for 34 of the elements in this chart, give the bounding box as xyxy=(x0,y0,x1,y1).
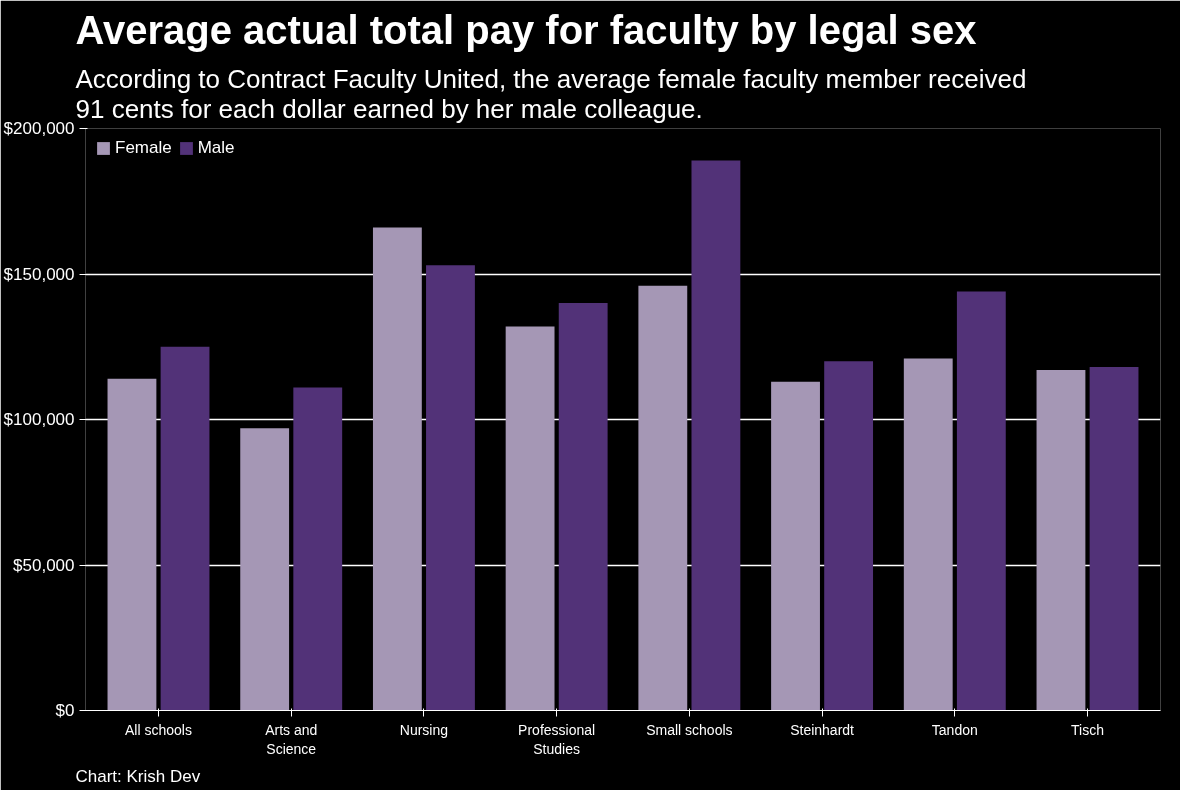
bar xyxy=(505,326,555,711)
bar xyxy=(1036,370,1086,711)
y-tick-label: $100,000 xyxy=(3,410,75,429)
y-tick-label: $150,000 xyxy=(3,264,75,284)
bar xyxy=(558,303,608,711)
bar xyxy=(160,346,210,711)
legend-label: Male xyxy=(197,138,235,158)
x-tick-label: Tandon xyxy=(931,721,978,738)
bar xyxy=(956,291,1006,711)
bar xyxy=(771,381,820,711)
x-tick-label: All schools xyxy=(125,721,192,738)
bar xyxy=(293,387,343,711)
bar xyxy=(107,378,157,711)
bar xyxy=(903,358,953,711)
x-tick-label: Small schools xyxy=(646,721,733,738)
bar xyxy=(691,160,741,711)
bar xyxy=(372,227,422,711)
y-tick-label: $0 xyxy=(55,701,75,720)
x-tick-label: Steinhardt xyxy=(790,721,855,738)
bar xyxy=(240,428,290,711)
x-tick-label: Nursing xyxy=(399,721,449,738)
bar xyxy=(638,285,688,711)
chart-title: Average actual total pay for faculty by legal sex xyxy=(75,7,977,52)
text: Chart: Krish Dev xyxy=(75,766,201,786)
x-tick-label: Tisch xyxy=(1071,721,1104,738)
bar xyxy=(824,361,874,711)
x-tick-label: Arts and Science xyxy=(265,721,318,757)
chart-subtitle: According to Contract Faculty United, the average female faculty member received 91 cents for each dollar earned by her male colleague. xyxy=(75,63,1027,124)
y-tick-label: $50,000 xyxy=(13,555,75,575)
bar xyxy=(1089,367,1139,711)
y-tick-label: $200,000 xyxy=(3,119,75,138)
legend-label: Female xyxy=(115,138,172,158)
bar xyxy=(426,265,475,711)
x-tick-label: Professional Studies xyxy=(518,721,596,757)
